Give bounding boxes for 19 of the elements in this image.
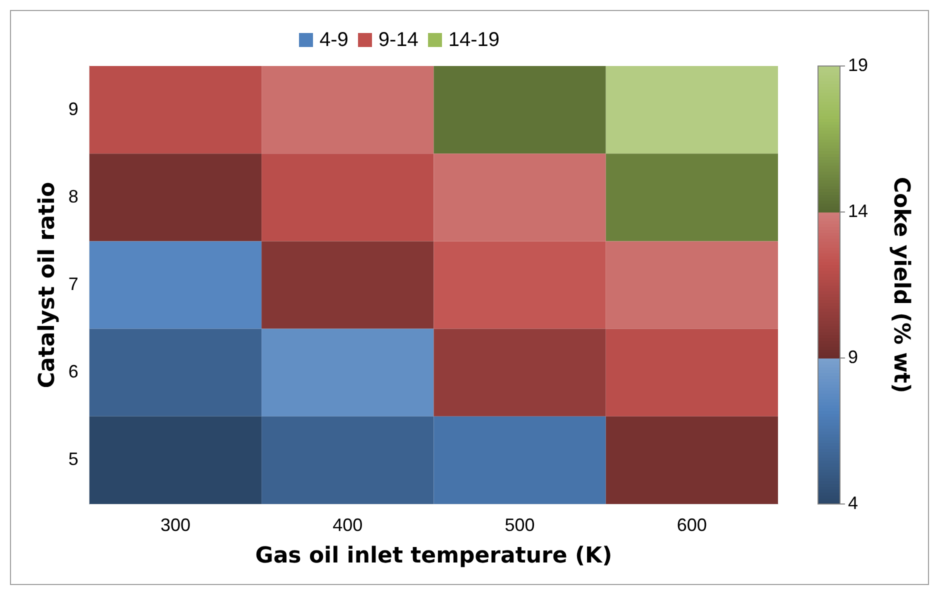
x-axis-title: Gas oil inlet temperature (K) <box>255 544 612 569</box>
y-tick-label: 7 <box>68 274 78 294</box>
text: 9-14 <box>378 29 418 51</box>
color-bar-label: 9 <box>848 346 858 367</box>
x-tick-label: 500 <box>504 514 535 535</box>
y-tick-label: 8 <box>68 186 78 206</box>
y-tick-label: 5 <box>68 449 78 470</box>
y-tick-label: 9 <box>68 98 78 119</box>
x-tick-label: 400 <box>332 514 363 535</box>
color-bar-title: Coke yield (% wt) <box>888 176 914 394</box>
x-tick-label: 300 <box>160 514 191 535</box>
x-tick-label: 600 <box>676 514 707 535</box>
color-bar-label: 19 <box>848 54 868 75</box>
y-tick-label: 6 <box>68 362 78 382</box>
color-bar-label: 14 <box>848 200 868 221</box>
y-axis-title: Catalyst oil ratio <box>34 182 60 388</box>
text: 14-19 <box>448 29 500 51</box>
text: 4-9 <box>319 29 348 51</box>
color-bar-label: 4 <box>848 492 858 513</box>
